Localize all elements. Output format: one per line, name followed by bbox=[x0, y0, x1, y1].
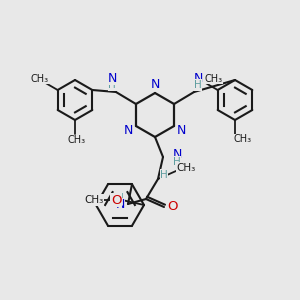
Text: H: H bbox=[173, 157, 181, 167]
Text: N: N bbox=[172, 148, 182, 161]
Text: N: N bbox=[150, 77, 160, 91]
Text: N: N bbox=[107, 71, 117, 85]
Text: CH₃: CH₃ bbox=[234, 134, 252, 144]
Text: H: H bbox=[160, 170, 168, 180]
Text: CH₃: CH₃ bbox=[205, 74, 223, 84]
Text: CH₃: CH₃ bbox=[31, 74, 49, 84]
Text: N: N bbox=[194, 71, 203, 85]
Text: CH₃: CH₃ bbox=[84, 195, 104, 205]
Text: O: O bbox=[111, 194, 121, 206]
Text: H: H bbox=[116, 193, 124, 203]
Text: O: O bbox=[167, 200, 177, 214]
Text: CH₃: CH₃ bbox=[68, 135, 86, 145]
Text: CH₃: CH₃ bbox=[176, 163, 196, 173]
Text: N: N bbox=[124, 124, 133, 137]
Text: N: N bbox=[177, 124, 187, 137]
Text: H: H bbox=[194, 80, 202, 90]
Text: N: N bbox=[115, 199, 125, 212]
Text: H: H bbox=[108, 80, 116, 90]
